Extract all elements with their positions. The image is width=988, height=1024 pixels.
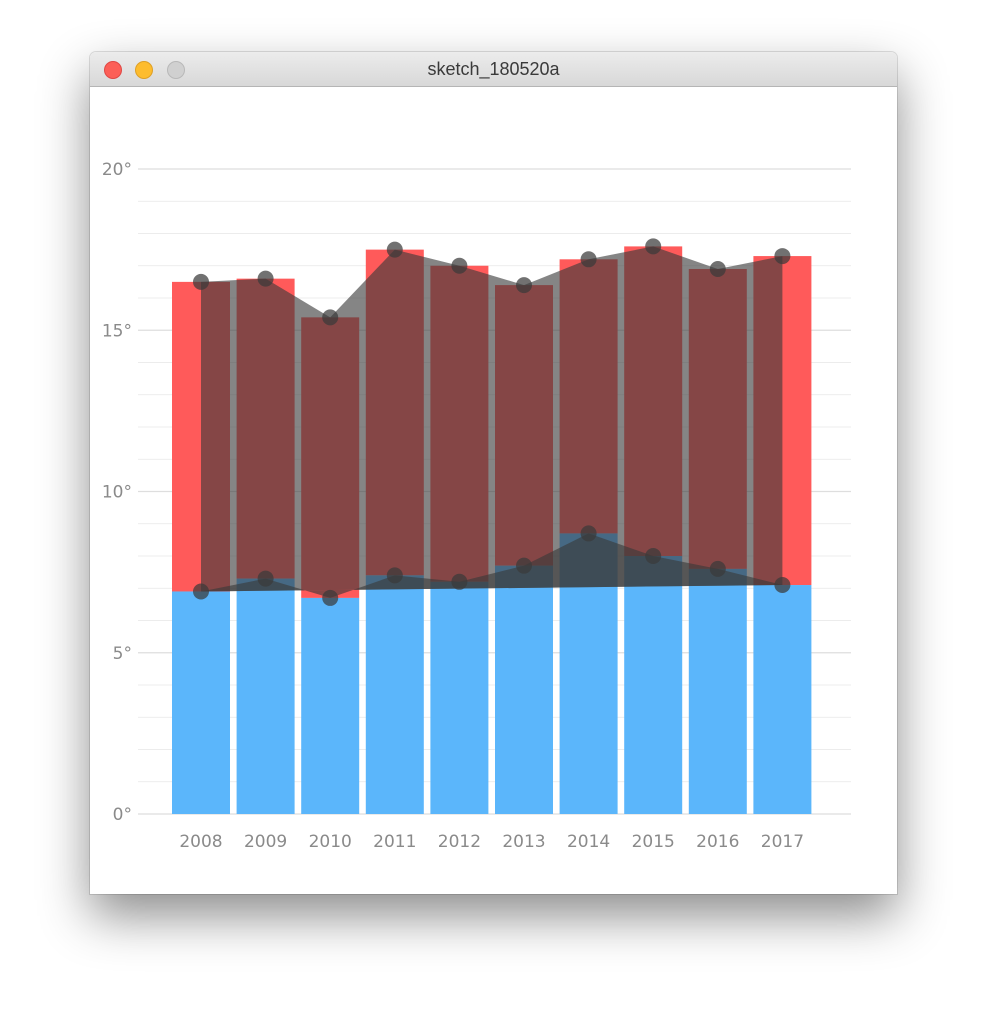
y-tick-label: 10° (102, 483, 132, 503)
point-lower (645, 548, 662, 564)
x-tick-label: 2016 (696, 832, 739, 852)
bar-lower (430, 581, 489, 814)
close-button[interactable] (104, 61, 122, 79)
app-window: sketch_180520a 0° 5° 10° 15° 20° 2008 2009 2010… (90, 52, 897, 894)
x-tick-label: 2014 (567, 832, 610, 852)
point-lower (580, 525, 597, 542)
y-tick-label: 20° (102, 160, 132, 180)
point-lower (774, 577, 791, 594)
zoom-button[interactable] (167, 61, 185, 79)
window-titlebar[interactable]: sketch_180520a (90, 52, 897, 87)
bar-lower (365, 575, 424, 814)
bar-lower (688, 568, 747, 814)
bar-lower (236, 578, 295, 814)
point-upper (516, 277, 532, 294)
x-tick-label: 2009 (244, 832, 287, 852)
minimize-button[interactable] (135, 61, 153, 79)
bar-lower (624, 556, 683, 814)
point-lower (386, 567, 403, 584)
point-upper (257, 270, 274, 287)
point-lower (257, 570, 274, 587)
point-lower (193, 583, 209, 600)
y-tick-label: 15° (102, 321, 132, 341)
point-upper (322, 309, 339, 326)
x-tick-label: 2008 (179, 832, 222, 852)
bar-lower (753, 585, 812, 814)
chart: 0° 5° 10° 15° 20° 2008 2009 2010 2011 2012 2013 201… (102, 160, 851, 852)
point-upper (451, 257, 468, 274)
point-upper (774, 248, 791, 265)
point-upper (386, 241, 403, 258)
sketch-canvas: 0° 5° 10° 15° 20° 2008 2009 2010 2011 2012 2013 201… (90, 87, 897, 894)
x-tick-label: 2011 (373, 832, 416, 852)
area-lower (201, 533, 783, 598)
x-tick-label: 2010 (309, 832, 352, 852)
y-tick-label: 0° (113, 805, 132, 825)
point-upper (709, 260, 726, 277)
bar-lower (172, 591, 230, 814)
point-upper (645, 238, 662, 255)
point-lower (322, 589, 339, 606)
point-lower (709, 560, 726, 577)
bar-lower (301, 597, 360, 814)
point-lower (516, 557, 532, 574)
x-tick-label: 2015 (632, 832, 675, 852)
x-tick-label: 2017 (761, 832, 804, 852)
point-lower (451, 573, 468, 590)
window-title: sketch_180520a (427, 59, 560, 79)
y-tick-label: 5° (113, 644, 132, 664)
point-upper (580, 251, 597, 268)
bar-lower (495, 565, 553, 814)
x-tick-label: 2013 (502, 832, 545, 852)
area-upper (201, 246, 783, 592)
x-tick-label: 2012 (438, 832, 481, 852)
point-upper (193, 273, 209, 290)
